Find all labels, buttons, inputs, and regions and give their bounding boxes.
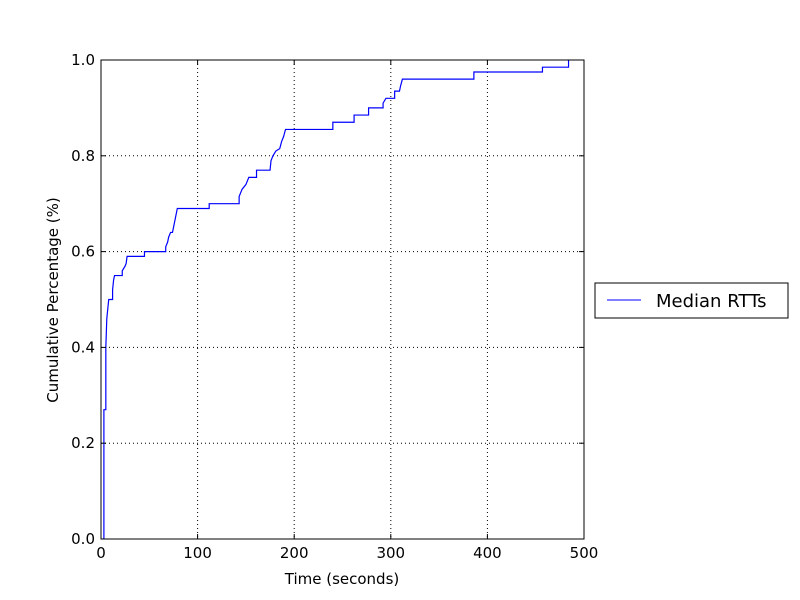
- y-tick-labels: 0.0 0.2 0.4 0.6 0.8 1.0: [71, 51, 95, 548]
- x-tick-label: 200: [280, 544, 309, 562]
- plot-background: [101, 60, 584, 539]
- plot-frame: [100, 59, 585, 540]
- legend: Median RTTs: [594, 282, 789, 319]
- y-tick-label: 0.2: [71, 434, 95, 452]
- legend-label-median-rtts: Median RTTs: [656, 291, 766, 312]
- series-group: [103, 60, 570, 539]
- y-tick-label: 0.6: [71, 243, 95, 261]
- y-tick-label: 0.0: [71, 530, 95, 548]
- y-tick-label: 0.4: [71, 338, 95, 356]
- tick-marks: [100, 59, 585, 540]
- y-tick-label: 1.0: [71, 51, 95, 69]
- series-line-0: [103, 60, 570, 539]
- x-axis-label: Time (seconds): [284, 570, 400, 588]
- x-tick-label: 300: [376, 544, 405, 562]
- x-tick-label: 100: [183, 544, 212, 562]
- x-tick-labels: 0 100 200 300 400 500: [96, 544, 598, 562]
- x-tick-label: 0: [96, 544, 106, 562]
- y-tick-label: 0.8: [71, 147, 95, 165]
- x-tick-label: 500: [570, 544, 599, 562]
- y-axis-label: Cumulative Percentage (%): [44, 197, 62, 403]
- x-tick-label: 400: [473, 544, 502, 562]
